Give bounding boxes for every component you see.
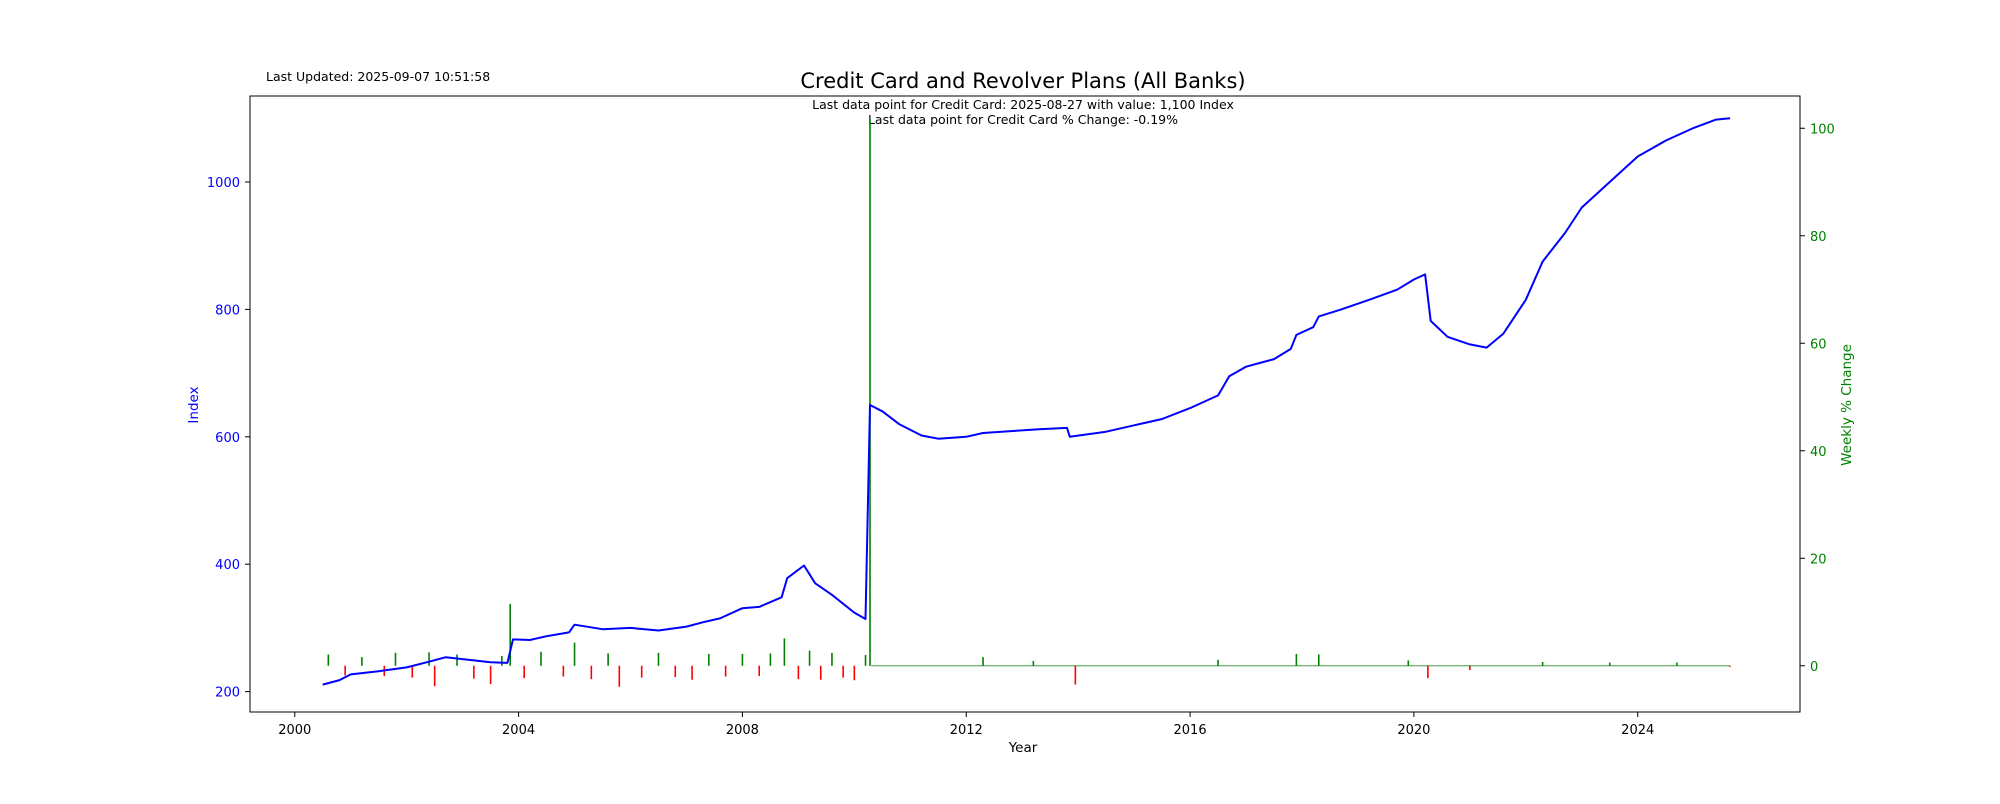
- change-bar: [674, 665, 677, 678]
- change-bar: [1217, 659, 1219, 666]
- change-bar: [640, 665, 643, 678]
- change-bar: [797, 665, 800, 680]
- change-bar: [509, 603, 511, 666]
- change-bar: [1317, 654, 1320, 666]
- x-tick-label: 2004: [502, 723, 535, 738]
- y-left-tick-label: 800: [215, 303, 240, 318]
- y-left-tick-label: 600: [215, 431, 240, 446]
- change-bar: [864, 655, 867, 666]
- change-bar: [1295, 653, 1298, 666]
- change-bar: [842, 665, 844, 678]
- y-left-tick-label: 400: [215, 558, 240, 573]
- change-bar: [982, 657, 984, 666]
- y-left-tick-label: 200: [215, 686, 240, 701]
- change-bar: [473, 665, 475, 679]
- y-right-tick-label: 40: [1810, 445, 1827, 460]
- change-bar: [607, 653, 609, 666]
- change-bar: [853, 665, 856, 681]
- y-left-tick-label: 1000: [207, 176, 240, 191]
- change-bar: [741, 653, 744, 666]
- change-bar: [724, 665, 727, 677]
- change-bar: [831, 652, 833, 666]
- annotation-last-change: Last data point for Credit Card % Change…: [868, 112, 1178, 127]
- change-bar: [590, 665, 593, 680]
- x-tick-label: 2008: [726, 723, 759, 738]
- change-bar: [819, 665, 822, 680]
- change-bar: [758, 665, 761, 676]
- change-bar: [428, 652, 430, 666]
- annotation-last-value: Last data point for Credit Card: 2025-08…: [812, 97, 1234, 112]
- change-bar: [411, 665, 414, 678]
- change-bar: [1469, 665, 1471, 671]
- change-bar: [691, 665, 693, 680]
- index-line: [322, 117, 1731, 686]
- x-tick-label: 2020: [1397, 723, 1430, 738]
- change-bar: [1541, 662, 1544, 666]
- change-bar: [1427, 665, 1429, 679]
- change-bar: [1032, 660, 1035, 666]
- y-axis-label-right: Weekly % Change: [1839, 344, 1855, 466]
- change-bar: [1676, 662, 1678, 666]
- change-bar: [573, 642, 576, 666]
- x-tick-label: 2012: [950, 723, 983, 738]
- change-bar: [501, 656, 503, 666]
- change-bar: [1407, 660, 1410, 666]
- change-bar: [783, 638, 786, 666]
- change-bar: [344, 665, 346, 676]
- y-right-tick-label: 100: [1810, 122, 1835, 137]
- y-right-tick-label: 80: [1810, 230, 1827, 245]
- change-bar: [394, 652, 397, 666]
- plot-frame: [249, 95, 1801, 713]
- x-tick-label: 2024: [1621, 723, 1654, 738]
- change-bar: [1608, 662, 1611, 666]
- change-bar: [361, 657, 363, 666]
- x-tick-label: 2000: [278, 723, 311, 738]
- change-bar: [327, 654, 330, 666]
- y-right-tick-label: 60: [1810, 337, 1827, 352]
- y-right-tick-label: 0: [1810, 660, 1818, 675]
- y-axis-label-left: Index: [186, 386, 202, 423]
- change-bar: [433, 665, 436, 687]
- change-bar: [869, 118, 871, 666]
- last-updated-text: Last Updated: 2025-09-07 10:51:58: [266, 69, 490, 84]
- change-bar: [1074, 665, 1077, 685]
- plot-area: 2000 2004 2008 2012 2016 2020 2024200400600800…: [207, 95, 1835, 738]
- change-bar: [523, 665, 525, 679]
- x-tick-label: 2016: [1174, 723, 1207, 738]
- change-bar: [562, 665, 565, 677]
- y-right-tick-label: 20: [1810, 552, 1827, 567]
- chart-title: Credit Card and Revolver Plans (All Bank…: [800, 69, 1245, 93]
- change-bar: [456, 654, 458, 666]
- change-bar: [540, 651, 542, 666]
- change-bar: [657, 652, 660, 666]
- change-bar: [808, 650, 811, 666]
- change-bar: [618, 665, 621, 687]
- change-bar: [489, 665, 492, 685]
- x-axis-label: Year: [1008, 740, 1038, 756]
- change-bar: [708, 653, 710, 666]
- change-bar: [769, 653, 772, 666]
